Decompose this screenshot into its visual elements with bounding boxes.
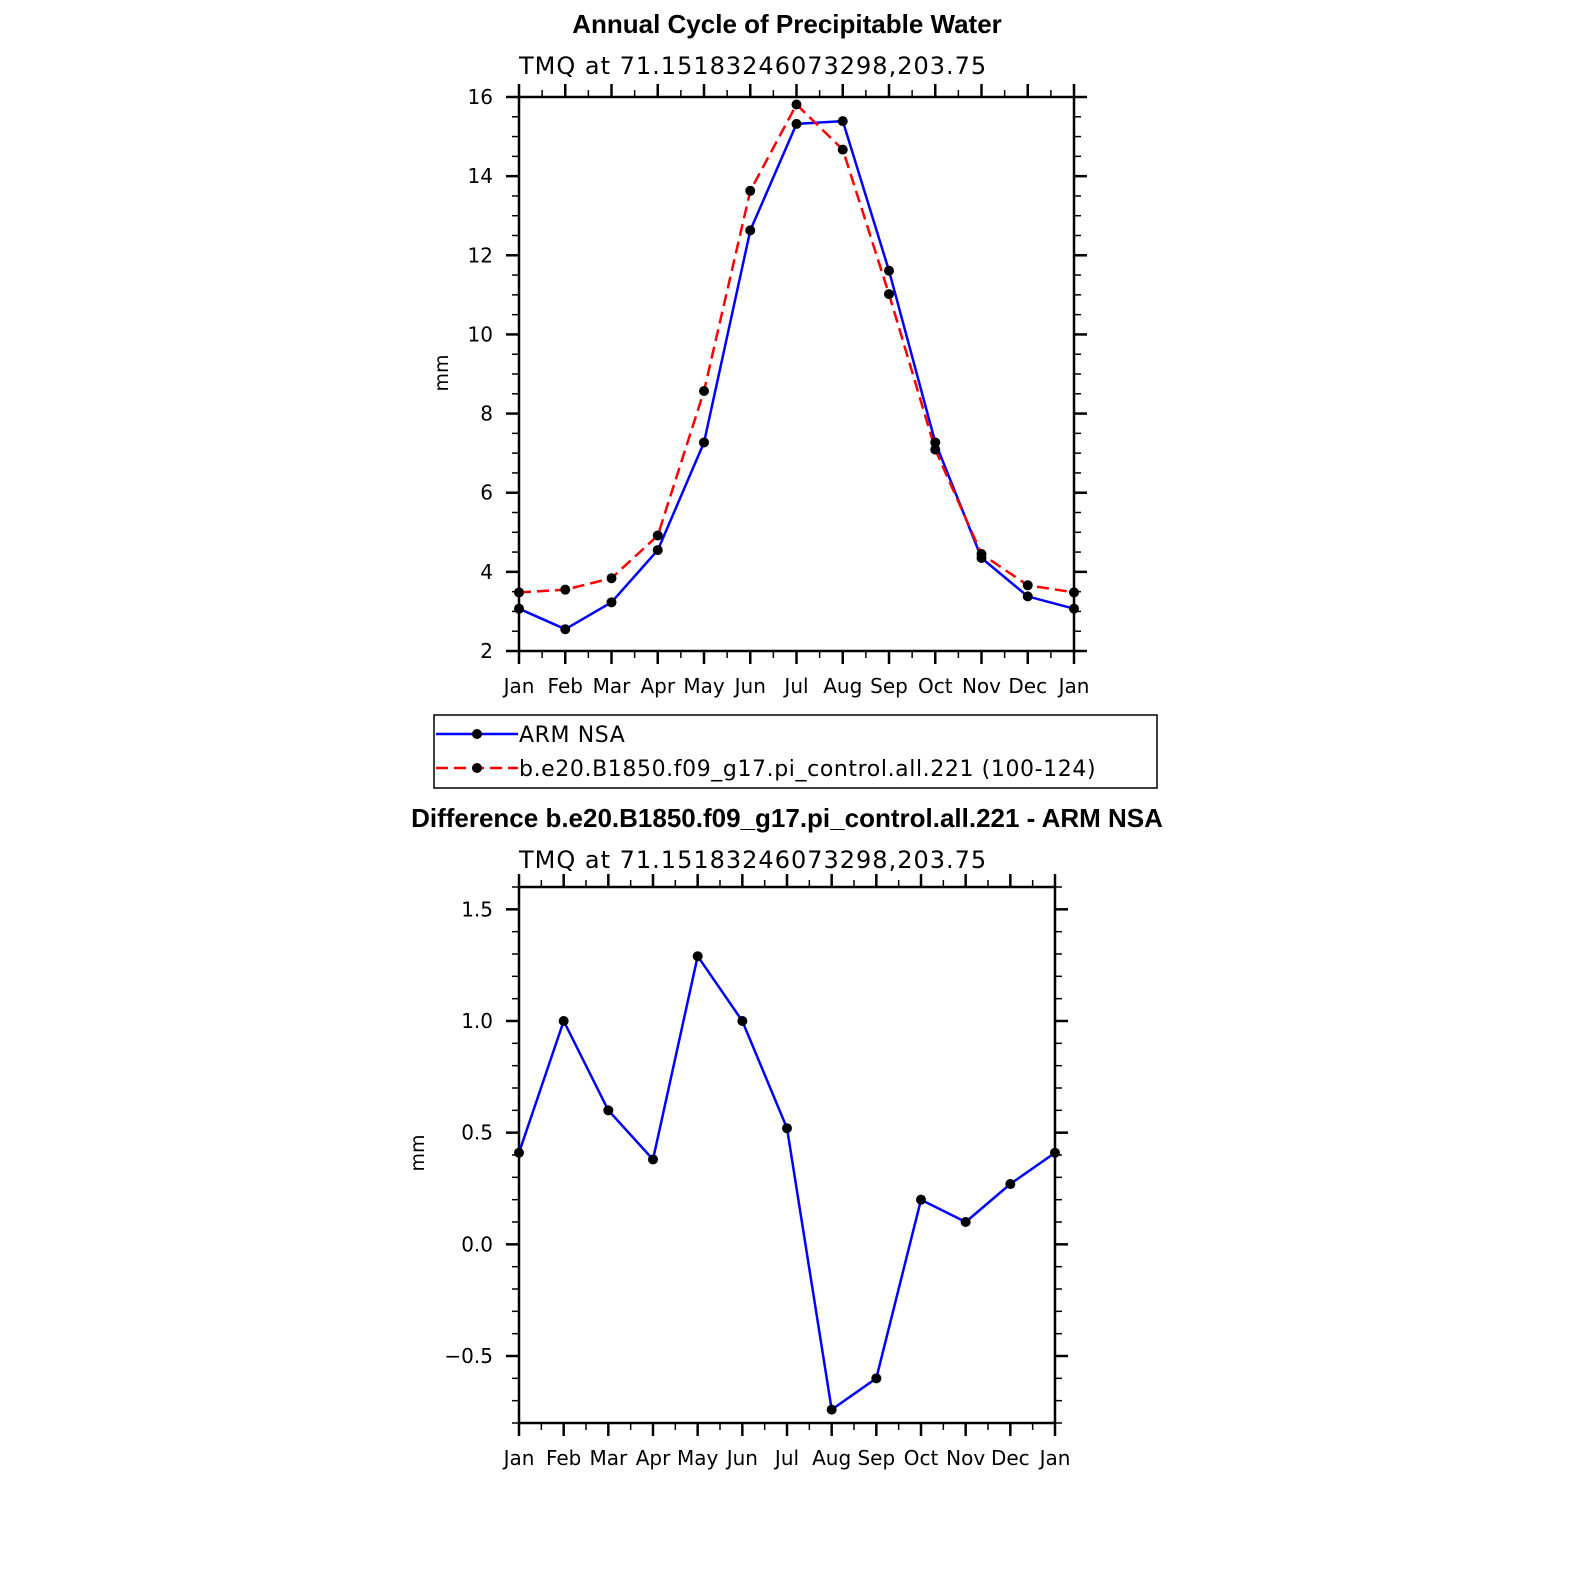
chart1-xtick-label: Apr xyxy=(640,674,675,698)
chart1-ytick-label: 4 xyxy=(480,560,493,584)
chart2-point-0 xyxy=(782,1123,792,1134)
chart1-ytick-label: 16 xyxy=(468,85,493,109)
chart1-xtick-label: Dec xyxy=(1008,674,1047,698)
chart1-xtick-label: May xyxy=(683,674,725,698)
chart1-point-1 xyxy=(1022,580,1033,591)
chart2-point-0 xyxy=(737,1016,748,1026)
chart1-point-1 xyxy=(884,289,894,300)
chart2-xtick-label: Dec xyxy=(991,1446,1030,1470)
chart1-ytick-label: 2 xyxy=(480,639,493,663)
chart2-title: Difference b.e20.B1850.f09_g17.pi_contro… xyxy=(411,803,1163,833)
chart2-point-0 xyxy=(916,1194,926,1205)
chart2-series-line-0 xyxy=(517,954,1056,1411)
chart1-xtick-label: Mar xyxy=(593,674,632,698)
chart2-point-0 xyxy=(514,1147,524,1158)
chart1-point-0 xyxy=(930,437,941,448)
legend: ARM NSA b.e20.B1850.f09_g17.pi_control.a… xyxy=(433,714,1158,789)
chart1-point-0 xyxy=(1069,603,1079,614)
chart1-point-0 xyxy=(745,225,756,236)
chart1-point-1 xyxy=(745,185,756,196)
chart2-series xyxy=(514,951,1060,1415)
chart2-ytick-label: 0.5 xyxy=(461,1121,493,1145)
chart2-xtick-label: May xyxy=(677,1446,719,1470)
chart2-xtick-label: Sep xyxy=(857,1446,895,1470)
chart1-title: Annual Cycle of Precipitable Water xyxy=(572,9,1002,39)
chart2-ytick-label: 1.0 xyxy=(461,1009,493,1033)
chart1-point-1 xyxy=(791,99,802,110)
chart1-xtick-label: Jun xyxy=(733,674,766,698)
chart1-ytick-label: 8 xyxy=(480,402,493,426)
chart2-point-0 xyxy=(648,1154,658,1165)
chart1-xtick-label: Nov xyxy=(962,674,1001,698)
chart1-ytick-label: 14 xyxy=(468,164,493,188)
chart2-xtick-label: Feb xyxy=(546,1446,581,1470)
chart1-series-line-1 xyxy=(518,103,1075,594)
chart1-point-1 xyxy=(606,573,617,584)
chart2-plot-frame xyxy=(517,885,1057,1425)
chart2-ylabel: mm xyxy=(407,1134,429,1171)
chart2-point-0 xyxy=(1005,1179,1016,1190)
chart2-xtick-label: Jul xyxy=(773,1446,799,1470)
chart2-xtick-label: Oct xyxy=(904,1446,939,1470)
chart2-xtick-label: Aug xyxy=(812,1446,851,1470)
chart1-plot-frame xyxy=(517,95,1076,653)
chart1-point-1 xyxy=(976,549,987,560)
chart1-point-0 xyxy=(791,118,802,129)
chart2-point-0 xyxy=(558,1016,569,1026)
chart1-ylabel: mm xyxy=(431,354,453,391)
legend-label-arm: ARM NSA xyxy=(519,723,625,748)
chart1-axes: Jan Feb Mar Apr May Jun Jul Aug Sep Oct Nov Dec Jan 2… xyxy=(468,84,1090,698)
chart1-ytick-label: 6 xyxy=(480,481,493,505)
chart1-xtick-label: Jul xyxy=(782,674,808,698)
chart2-xtick-label: Jan xyxy=(502,1446,535,1470)
chart2-ytick-label: −0.5 xyxy=(444,1344,493,1368)
chart2-ytick-label: 1.5 xyxy=(461,897,493,921)
chart1-xtick-label: Aug xyxy=(823,674,862,698)
chart2-xtick-label: Jan xyxy=(1038,1446,1071,1470)
chart1-ytick-label: 10 xyxy=(468,322,493,346)
chart1-point-1 xyxy=(930,444,941,455)
chart2-axes: Jan Feb Mar Apr May Jun Jul Aug Sep Oct Nov Dec Jan −… xyxy=(444,874,1070,1470)
chart1-point-1 xyxy=(514,587,524,598)
chart2-xtick-label: Mar xyxy=(589,1446,628,1470)
chart1-point-1 xyxy=(652,530,663,541)
chart2-subtitle: TMQ at 71.15183246073298,203.75 xyxy=(518,846,987,874)
legend-label-model: b.e20.B1850.f09_g17.pi_control.all.221 (… xyxy=(519,757,1096,782)
chart2-xtick-label: Apr xyxy=(636,1446,671,1470)
chart1-ytick-label: 12 xyxy=(468,243,493,267)
chart1-point-0 xyxy=(606,597,617,608)
chart1-point-0 xyxy=(884,265,894,276)
chart1-point-0 xyxy=(1022,591,1033,602)
chart1-xtick-label: Feb xyxy=(548,674,583,698)
chart2-point-0 xyxy=(692,951,703,962)
chart1-subtitle: TMQ at 71.15183246073298,203.75 xyxy=(518,52,987,80)
chart2-point-0 xyxy=(1050,1147,1060,1158)
chart1-point-0 xyxy=(514,603,524,614)
chart1-xtick-label: Oct xyxy=(918,674,953,698)
chart1-point-1 xyxy=(1069,587,1079,598)
chart1-xtick-label: Sep xyxy=(870,674,908,698)
chart2-point-0 xyxy=(960,1217,971,1227)
chart1-point-1 xyxy=(699,386,709,397)
chart1-point-0 xyxy=(837,116,848,127)
chart2-point-0 xyxy=(871,1373,882,1384)
chart2-xtick-label: Nov xyxy=(946,1446,985,1470)
chart2-ytick-label: 0.0 xyxy=(461,1232,493,1256)
chart1-point-0 xyxy=(560,624,571,635)
chart2-point-0 xyxy=(826,1404,837,1415)
chart1-point-1 xyxy=(837,144,848,155)
chart2-xtick-label: Jun xyxy=(725,1446,758,1470)
chart1-xtick-label: Jan xyxy=(502,674,535,698)
chart1-point-0 xyxy=(652,545,663,556)
legend-marker-model xyxy=(472,763,482,773)
legend-box xyxy=(433,714,1158,789)
chart1-series xyxy=(514,99,1079,635)
chart2-point-0 xyxy=(603,1105,614,1116)
chart1-series-line-0 xyxy=(518,119,1075,631)
chart1-point-1 xyxy=(560,584,571,595)
chart1-point-0 xyxy=(699,437,709,448)
legend-marker-arm xyxy=(472,729,482,739)
chart1-xtick-label: Jan xyxy=(1057,674,1090,698)
